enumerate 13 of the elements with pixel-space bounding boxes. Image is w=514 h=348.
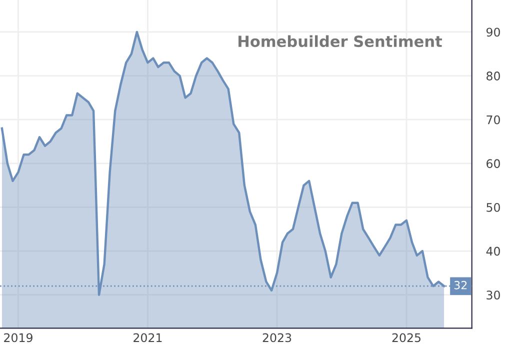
y-tick-label: 50	[486, 202, 500, 212]
x-tick-label: 2025	[392, 333, 420, 342]
y-tick-label: 70	[486, 115, 500, 124]
x-tick-label: 2023	[262, 333, 292, 342]
y-tick-label: 80	[486, 72, 500, 80]
y-tick-label: 90	[486, 28, 500, 37]
y-tick-label: 30	[486, 290, 500, 300]
y-tick-label: 40	[486, 246, 500, 256]
y-tick-label: 60	[486, 159, 500, 168]
x-tick-label: 2019	[4, 333, 32, 342]
ref-line-label: 32	[454, 280, 467, 290]
x-tick-label: 2021	[134, 333, 162, 342]
text: Homebuilder Sentiment	[238, 35, 442, 48]
